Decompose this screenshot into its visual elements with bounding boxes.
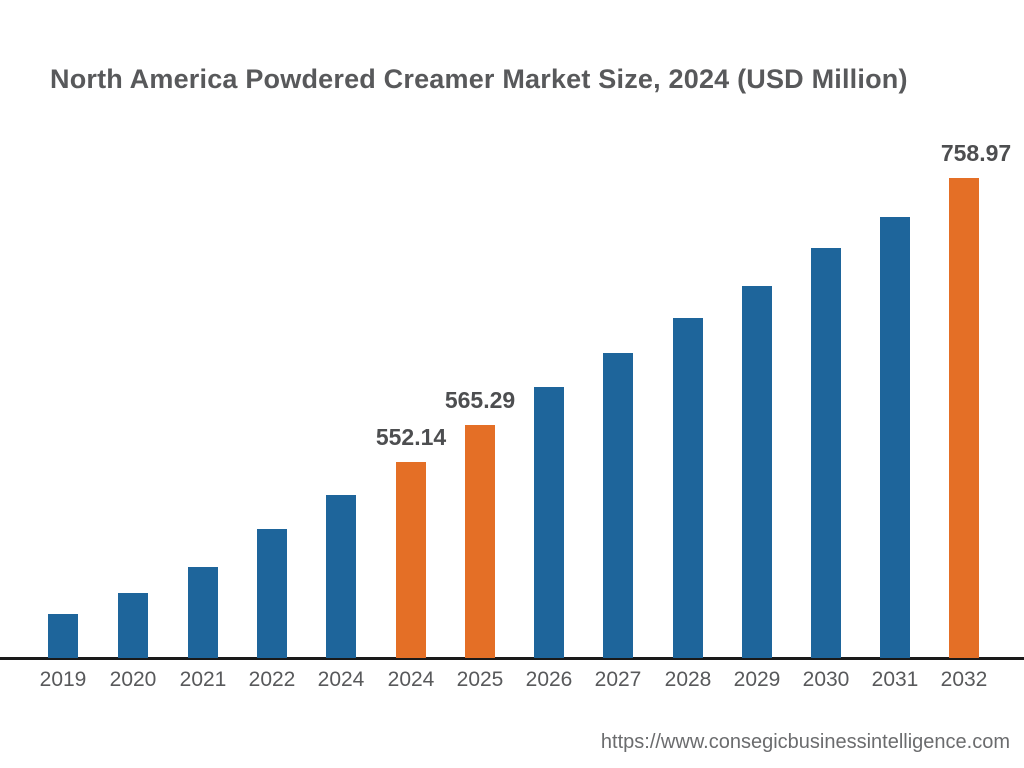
value-label-2025: 565.29 <box>444 387 516 413</box>
x-tick-2022-3: 2022 <box>248 668 296 691</box>
x-tick-2032-13: 2032 <box>940 668 988 691</box>
x-tick-2029-10: 2029 <box>733 668 781 691</box>
bar-2026-7 <box>534 387 564 658</box>
bar-2031-12 <box>880 217 910 658</box>
bar-2022-3 <box>257 529 287 658</box>
value-label-2024: 552.14 <box>375 424 447 450</box>
x-tick-2021-2: 2021 <box>179 668 227 691</box>
x-tick-2031-12: 2031 <box>871 668 919 691</box>
bar-2020-1 <box>118 593 148 658</box>
bar-2025-6 <box>465 425 495 658</box>
source-url: https://www.consegicbusinessintelligence… <box>600 731 1010 753</box>
x-tick-2025-6: 2025 <box>456 668 504 691</box>
x-tick-2019-0: 2019 <box>39 668 87 691</box>
x-tick-2027-8: 2027 <box>594 668 642 691</box>
value-label-2032: 758.97 <box>940 140 1012 166</box>
bar-2027-8 <box>603 353 633 658</box>
x-tick-2028-9: 2028 <box>664 668 712 691</box>
bar-2024-4 <box>326 495 356 658</box>
bar-2024-5 <box>396 462 426 658</box>
chart-title: North America Powdered Creamer Market Si… <box>50 64 908 94</box>
bar-2028-9 <box>673 318 703 658</box>
x-axis-line <box>0 657 1024 660</box>
bar-2030-11 <box>811 248 841 658</box>
bar-2029-10 <box>742 286 772 658</box>
bar-2032-13 <box>949 178 979 658</box>
x-tick-2024-5: 2024 <box>387 668 435 691</box>
x-tick-2024-4: 2024 <box>317 668 365 691</box>
x-tick-2020-1: 2020 <box>109 668 157 691</box>
bar-2021-2 <box>188 567 218 658</box>
x-tick-2030-11: 2030 <box>802 668 850 691</box>
x-tick-2026-7: 2026 <box>525 668 573 691</box>
bar-2019-0 <box>48 614 78 658</box>
